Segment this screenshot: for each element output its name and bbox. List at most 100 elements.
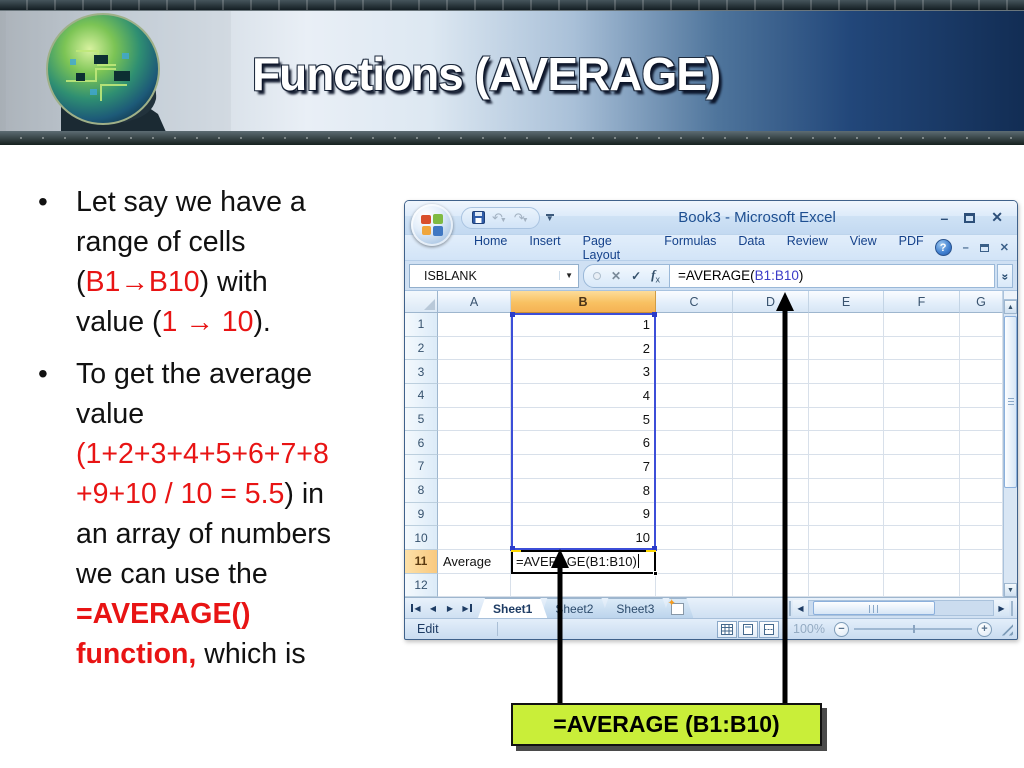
cell-C4[interactable] (656, 384, 733, 408)
cell-A4[interactable] (438, 384, 511, 408)
cell-G9[interactable] (960, 502, 1003, 527)
cell-C9[interactable] (656, 502, 733, 527)
enter-icon[interactable]: ✓ (631, 268, 642, 283)
cell-D9[interactable] (733, 502, 809, 527)
cell-D12[interactable] (733, 573, 809, 597)
cell-G6[interactable] (960, 431, 1003, 456)
cell-B9[interactable]: 9 (511, 502, 656, 527)
workbook-minimize-icon[interactable]: – (962, 241, 969, 254)
cell-G4[interactable] (960, 384, 1003, 408)
cell-F11[interactable] (884, 549, 960, 574)
name-box-dropdown-icon[interactable]: ▼ (559, 271, 578, 280)
cell-B1[interactable]: 1 (511, 313, 656, 337)
cell-C12[interactable] (656, 573, 733, 597)
column-header-C[interactable]: C (656, 291, 733, 313)
cell-A7[interactable] (438, 455, 511, 479)
vertical-scroll-thumb[interactable] (1004, 316, 1017, 488)
cell-F8[interactable] (884, 478, 960, 503)
ribbon-tab-page-layout[interactable]: Page Layout (582, 233, 621, 262)
vertical-scroll-track[interactable] (1004, 490, 1017, 583)
column-header-A[interactable]: A (438, 291, 511, 313)
row-header-6[interactable]: 6 (405, 431, 438, 456)
expand-formula-bar-button[interactable]: » (997, 263, 1013, 288)
cell-C1[interactable] (656, 313, 733, 337)
cell-B7[interactable]: 7 (511, 455, 656, 479)
cell-C10[interactable] (656, 526, 733, 550)
ribbon-tab-pdf[interactable]: PDF (898, 233, 924, 248)
cell-C11[interactable] (656, 549, 733, 574)
cell-A8[interactable] (438, 478, 511, 503)
maximize-icon[interactable] (964, 212, 976, 223)
insert-worksheet-tab[interactable]: ✦ (662, 598, 693, 618)
row-header-11[interactable]: 11 (405, 549, 438, 574)
minimize-icon[interactable]: – (940, 209, 949, 226)
ribbon-tab-insert[interactable]: Insert (529, 233, 561, 248)
horizontal-scroll-track[interactable] (808, 600, 994, 616)
cell-F9[interactable] (884, 502, 960, 527)
cell-E7[interactable] (809, 455, 884, 479)
cell-E11[interactable] (809, 549, 884, 574)
column-header-D[interactable]: D (733, 291, 809, 313)
cell-G5[interactable] (960, 407, 1003, 432)
redo-icon[interactable]: ↷▼ (513, 209, 529, 225)
zoom-out-icon[interactable]: − (834, 621, 849, 637)
cell-G1[interactable] (960, 313, 1003, 337)
row-header-12[interactable]: 12 (405, 573, 438, 597)
cell-C2[interactable] (656, 336, 733, 361)
cell-E9[interactable] (809, 502, 884, 527)
workbook-close-icon[interactable]: ✕ (999, 242, 1009, 254)
ribbon-tab-data[interactable]: Data (738, 233, 765, 248)
page-layout-view-icon[interactable] (738, 620, 759, 638)
cell-E2[interactable] (809, 336, 884, 361)
ribbon-tab-review[interactable]: Review (786, 233, 828, 248)
row-header-2[interactable]: 2 (405, 336, 438, 361)
cell-D3[interactable] (733, 360, 809, 385)
customize-qat-icon[interactable]: ▼ (545, 214, 554, 223)
cell-D1[interactable] (733, 313, 809, 337)
column-header-E[interactable]: E (809, 291, 884, 313)
column-header-F[interactable]: F (884, 291, 960, 313)
cell-E6[interactable] (809, 431, 884, 456)
cell-A5[interactable] (438, 407, 511, 432)
help-icon[interactable]: ? (934, 239, 952, 256)
cell-D4[interactable] (733, 384, 809, 408)
select-all-corner[interactable] (405, 291, 438, 313)
workbook-restore-icon[interactable] (979, 243, 989, 252)
cell-A1[interactable] (438, 313, 511, 337)
tab-split-handle[interactable] (789, 600, 791, 616)
cell-G8[interactable] (960, 478, 1003, 503)
normal-view-icon[interactable] (717, 620, 738, 638)
page-break-view-icon[interactable] (759, 620, 780, 638)
cell-E5[interactable] (809, 407, 884, 432)
cell-D5[interactable] (733, 407, 809, 432)
cell-E12[interactable] (809, 573, 884, 597)
row-header-5[interactable]: 5 (405, 407, 438, 432)
cell-F3[interactable] (884, 360, 960, 385)
cell-F1[interactable] (884, 313, 960, 337)
cell-C5[interactable] (656, 407, 733, 432)
column-header-G[interactable]: G (960, 291, 1003, 313)
ribbon-tab-formulas[interactable]: Formulas (664, 233, 717, 248)
last-sheet-icon[interactable]: ▶ (460, 601, 474, 616)
cell-D10[interactable] (733, 526, 809, 550)
cell-B6[interactable]: 6 (511, 431, 656, 456)
prev-sheet-icon[interactable]: ◀ (429, 603, 437, 613)
cell-B4[interactable]: 4 (511, 384, 656, 408)
zoom-slider[interactable] (854, 625, 972, 633)
hscroll-left-icon[interactable]: ◀ (793, 600, 808, 616)
cell-A12[interactable] (438, 573, 511, 597)
cell-E3[interactable] (809, 360, 884, 385)
cell-F6[interactable] (884, 431, 960, 456)
zoom-in-icon[interactable]: + (977, 621, 992, 637)
cell-E4[interactable] (809, 384, 884, 408)
cell-F4[interactable] (884, 384, 960, 408)
cell-E1[interactable] (809, 313, 884, 337)
scroll-down-icon[interactable]: ▼ (1004, 583, 1017, 597)
cell-E10[interactable] (809, 526, 884, 550)
cell-A6[interactable] (438, 431, 511, 456)
scroll-up-icon[interactable]: ▲ (1004, 300, 1017, 314)
horizontal-scroll-thumb[interactable] (813, 601, 935, 615)
cell-D8[interactable] (733, 478, 809, 503)
cell-B2[interactable]: 2 (511, 336, 656, 361)
cell-B11[interactable]: =AVERAGE(B1:B10) (511, 549, 656, 574)
